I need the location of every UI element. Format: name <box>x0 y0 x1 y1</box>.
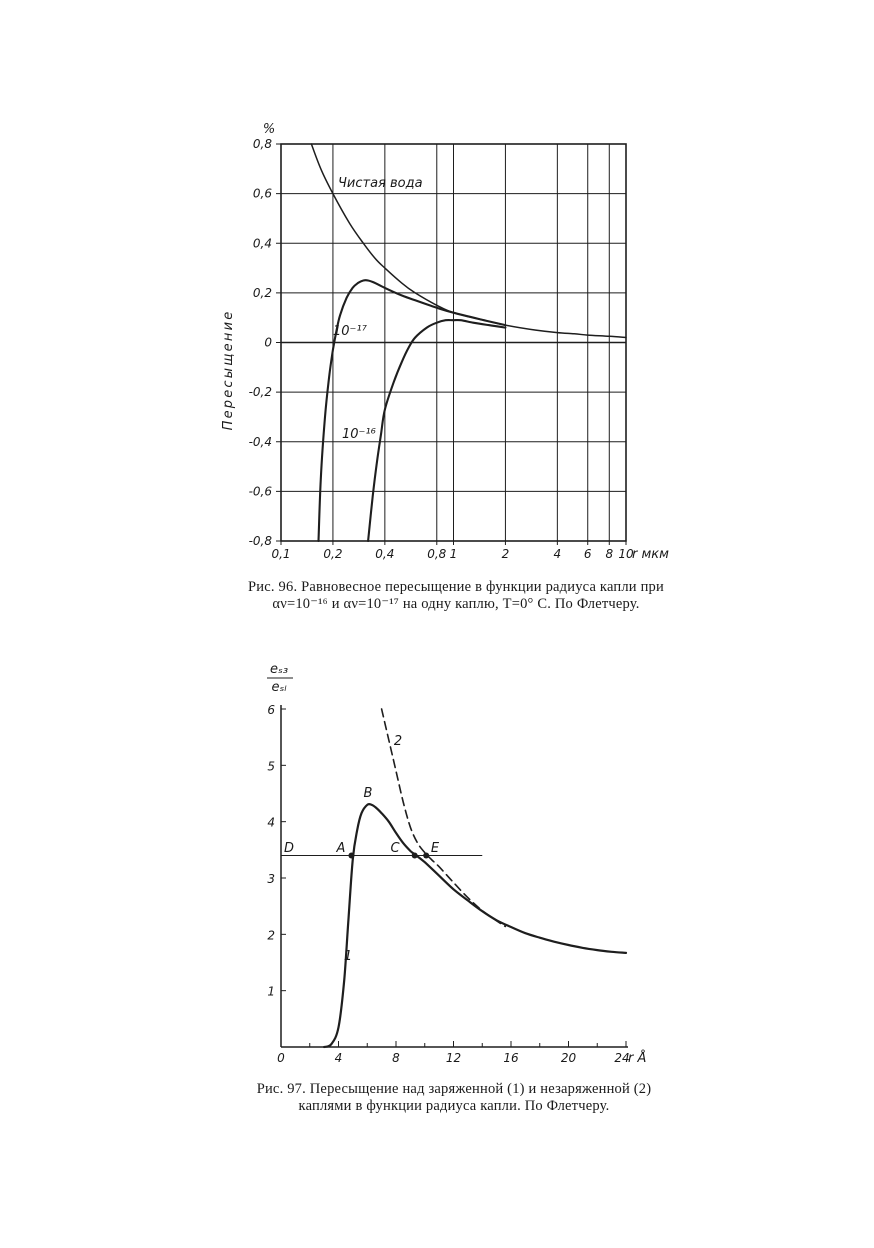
fig97-y-tick-label: 1 <box>267 985 275 999</box>
fig96-x-axis-title: r мкм <box>632 547 669 562</box>
fig97-point-marker <box>348 852 355 859</box>
fig97-x-tick-label: 4 <box>335 1051 343 1065</box>
fig97-point-marker <box>423 852 430 859</box>
fig96-y-tick-label: -0,2 <box>249 385 272 399</box>
fig96-y-tick-label: 0,6 <box>253 187 272 201</box>
fig96-y-tick-label: 0,2 <box>253 286 272 300</box>
fig96-x-tick-label: 6 <box>584 547 592 561</box>
fig96-series-line <box>310 143 627 339</box>
fig97-series-1-solid <box>323 802 628 1049</box>
fig96-x-tick-label: 0,8 <box>427 547 446 561</box>
fig96-x-tick-label: 1 <box>450 547 458 561</box>
fig96-label-1e-17: 10⁻¹⁷ <box>333 324 368 339</box>
fig97-label-D: D <box>284 841 294 856</box>
fig96-x-tick-label: 0,1 <box>271 547 290 561</box>
fig97-y-tick-label: 2 <box>267 928 275 942</box>
fig97-x-tick-label: 24 <box>614 1051 629 1065</box>
fig97-x-tick-label: 12 <box>446 1051 461 1065</box>
fig96-y-axis-title: Пересыщение <box>221 310 236 431</box>
fig96-label-pure-water: Чистая вода <box>338 176 423 191</box>
fig97-x-tick-label: 0 <box>277 1051 285 1065</box>
fig97-curve-label-2: 2 <box>394 734 402 749</box>
fig96-x-tick-label: 4 <box>554 547 562 561</box>
fig97-y-label-denominator: eₛₗ <box>271 680 287 695</box>
fig96-x-tick-label: 0,4 <box>375 547 394 561</box>
fig97-label-E: E <box>431 841 440 856</box>
fig97-y-tick-label: 5 <box>267 759 275 773</box>
fig96-y-tick-label: 0,8 <box>253 137 272 151</box>
fig96-y-tick-label: -0,6 <box>249 484 273 498</box>
fig96-series-line <box>367 318 507 543</box>
fig96-y-tick-label: -0,4 <box>249 435 272 449</box>
fig96-x-tick-label: 10 <box>618 547 634 561</box>
fig97-curve-label-1: 1 <box>344 949 352 964</box>
fig97-label-C: C <box>390 841 400 856</box>
fig97-x-tick-label: 20 <box>561 1051 577 1065</box>
fig96-x-tick-label: 0,2 <box>323 547 342 561</box>
fig96-x-tick-label: 8 <box>605 547 613 561</box>
fig97-label-A: A <box>336 841 346 856</box>
fig97-x-tick-label: 8 <box>392 1051 400 1065</box>
fig97-x-tick-label: 16 <box>503 1051 519 1065</box>
fig96-y-tick-label: -0,8 <box>249 534 273 548</box>
fig97-point-marker <box>411 852 418 859</box>
fig96-label-1e-16: 10⁻¹⁶ <box>342 427 376 442</box>
figure-97-caption: Рис. 97. Пересыщение над заряженной (1) … <box>256 1081 652 1114</box>
fig97-y-tick-label: 6 <box>267 703 275 717</box>
fig96-y-tick-label: 0 <box>264 336 272 350</box>
fig97-y-label-numerator: eₛ₃ <box>270 662 288 677</box>
fig96-y-tick-label: 0,4 <box>253 236 272 250</box>
fig97-x-axis-title: r Å <box>628 1050 646 1066</box>
fig96-series-line <box>317 279 507 543</box>
fig97-y-tick-label: 3 <box>267 872 275 886</box>
fig97-y-tick-label: 4 <box>267 816 275 830</box>
fig97-label-B: B <box>364 786 373 801</box>
fig96-y-unit: % <box>263 122 275 137</box>
figure-96-caption: Рис. 96. Равновесное пересыщение в функц… <box>248 579 664 612</box>
fig96-x-tick-label: 2 <box>502 547 510 561</box>
